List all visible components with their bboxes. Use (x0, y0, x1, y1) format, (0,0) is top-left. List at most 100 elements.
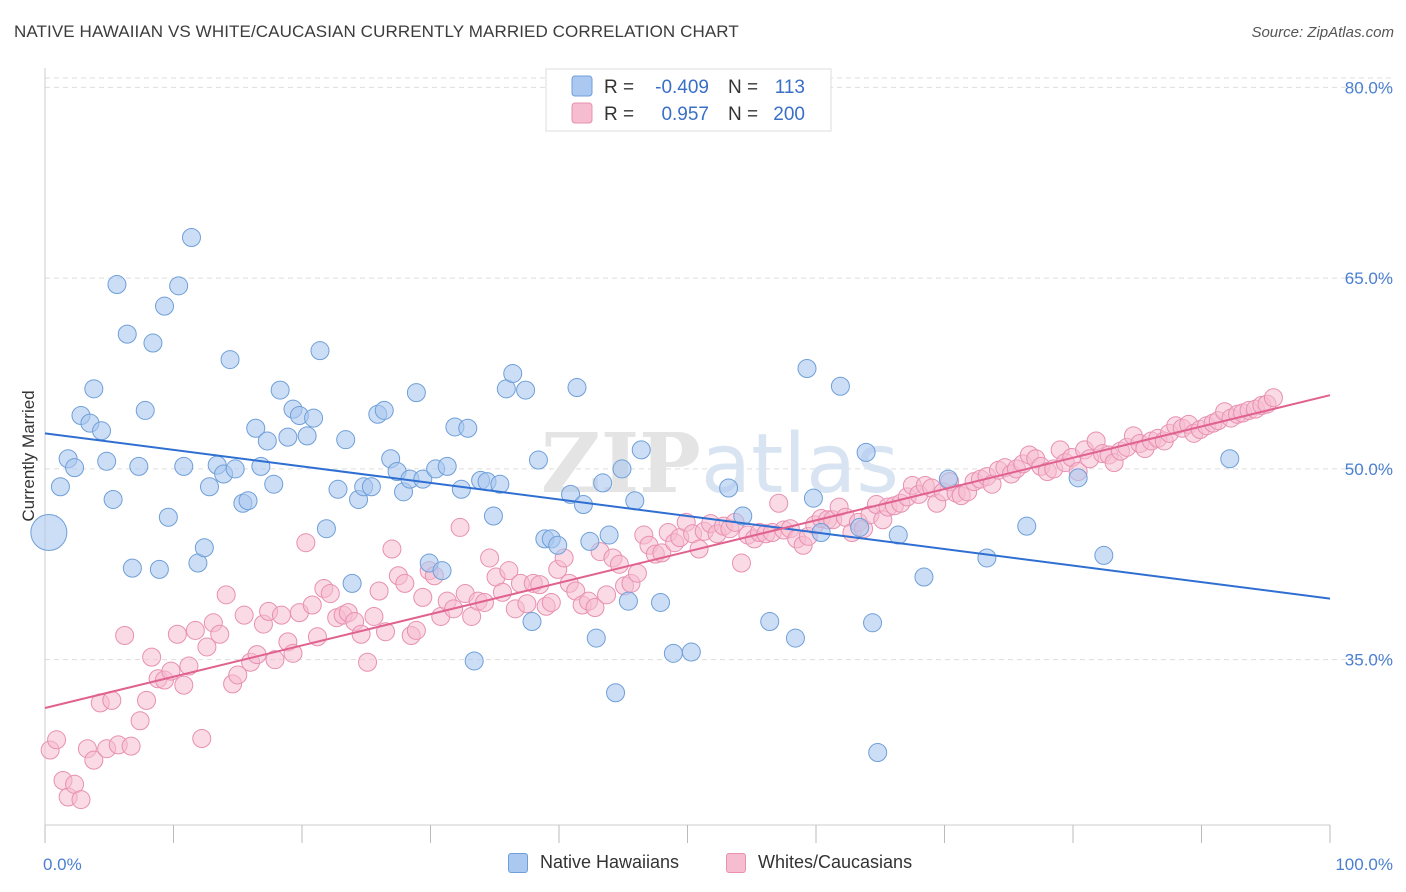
data-point-whites-caucasians (480, 548, 500, 568)
data-point-native-hawaiians (155, 296, 175, 316)
data-point-native-hawaiians (850, 517, 870, 537)
data-point-native-hawaiians (625, 491, 645, 511)
data-point-whites-caucasians (142, 647, 162, 667)
data-point-native-hawaiians (238, 491, 258, 511)
data-point-native-hawaiians (437, 456, 457, 476)
data-point-whites-caucasians (627, 563, 647, 583)
stats-r-value: 0.957 (661, 104, 709, 125)
data-point-native-hawaiians (868, 743, 888, 763)
legend-label-native-hawaiians: Native Hawaiians (540, 852, 680, 872)
data-point-native-hawaiians (122, 558, 142, 578)
stats-swatch (571, 75, 593, 97)
data-point-native-hawaiians (503, 364, 523, 384)
data-point-native-hawaiians (361, 477, 381, 497)
data-point-native-hawaiians (413, 469, 433, 489)
data-point-whites-caucasians (597, 585, 617, 605)
data-point-native-hawaiians (50, 477, 70, 497)
data-point-native-hawaiians (631, 440, 651, 460)
data-point-native-hawaiians (567, 378, 587, 398)
data-point-native-hawaiians (336, 430, 356, 450)
data-point-native-hawaiians (856, 442, 876, 462)
trend-line-native-hawaiians (44, 432, 1331, 600)
axes (44, 68, 1331, 843)
data-point-whites-caucasians (406, 620, 426, 640)
data-point-native-hawaiians (30, 514, 68, 552)
data-point-native-hawaiians (65, 458, 85, 478)
grid-lines (45, 77, 1395, 661)
data-point-native-hawaiians (97, 451, 117, 471)
axis-labels: 35.0% 50.0% 65.0% 80.0% 0.0% 100.0% Currently … (19, 78, 1393, 874)
x-tick-label: 0.0% (43, 855, 82, 874)
data-point-native-hawaiians (225, 459, 245, 479)
data-point-native-hawaiians (143, 333, 163, 353)
data-point-native-hawaiians (803, 488, 823, 508)
stats-r-label: R = (604, 104, 634, 125)
data-point-whites-caucasians (302, 595, 322, 615)
data-point-native-hawaiians (181, 227, 201, 247)
data-point-whites-caucasians (517, 594, 537, 614)
stats-n-value: 200 (773, 104, 805, 125)
data-point-native-hawaiians (977, 548, 997, 568)
trend-line-whites-caucasians (44, 394, 1331, 709)
data-point-whites-caucasians (395, 573, 415, 593)
data-point-native-hawaiians (194, 538, 214, 558)
data-point-native-hawaiians (107, 275, 127, 295)
data-point-whites-caucasians (382, 539, 402, 559)
data-point-native-hawaiians (593, 473, 613, 493)
stats-r-value: -0.409 (655, 77, 709, 98)
data-point-native-hawaiians (797, 358, 817, 378)
data-point-native-hawaiians (264, 474, 284, 494)
data-point-native-hawaiians (316, 519, 336, 539)
watermark: ZIPatlas (541, 416, 899, 512)
data-point-native-hawaiians (516, 380, 536, 400)
data-point-whites-caucasians (216, 585, 236, 605)
data-point-native-hawaiians (406, 383, 426, 403)
data-point-native-hawaiians (663, 643, 683, 663)
data-point-whites-caucasians (369, 581, 389, 601)
data-point-native-hawaiians (580, 531, 600, 551)
legend-swatch-pink (726, 852, 746, 873)
data-point-native-hawaiians (278, 427, 298, 447)
data-point-whites-caucasians (541, 592, 561, 612)
data-point-whites-caucasians (530, 575, 550, 595)
data-point-native-hawaiians (451, 479, 471, 499)
data-point-native-hawaiians (490, 474, 510, 494)
data-point-native-hawaiians (117, 324, 137, 344)
data-point-whites-caucasians (769, 493, 789, 513)
data-point-native-hawaiians (599, 525, 619, 545)
data-point-whites-caucasians (731, 553, 751, 573)
data-point-whites-caucasians (499, 561, 519, 581)
y-axis-label: Currently Married (19, 390, 38, 521)
trend-lines (44, 394, 1331, 709)
stats-r-label: R = (604, 77, 634, 98)
data-point-native-hawaiians (149, 559, 169, 579)
data-point-native-hawaiians (586, 628, 606, 648)
stats-n-value: 113 (775, 77, 805, 98)
series-whites-caucasians (40, 388, 1283, 810)
series-native-hawaiians (30, 227, 1240, 763)
data-point-whites-caucasians (228, 665, 248, 685)
data-point-whites-caucasians (358, 652, 378, 672)
data-point-native-hawaiians (135, 400, 155, 420)
data-point-native-hawaiians (84, 379, 104, 399)
data-point-whites-caucasians (364, 606, 384, 626)
data-point-native-hawaiians (483, 506, 503, 526)
data-point-native-hawaiians (297, 426, 317, 446)
data-point-native-hawaiians (257, 431, 277, 451)
data-point-native-hawaiians (938, 469, 958, 489)
data-point-whites-caucasians (174, 675, 194, 695)
data-point-native-hawaiians (522, 612, 542, 632)
data-point-native-hawaiians (1068, 468, 1088, 488)
watermark-text: ZIPatlas (541, 416, 899, 512)
legend-item-native-hawaiians: Native Hawaiians (508, 852, 679, 873)
data-point-whites-caucasians (130, 711, 150, 731)
legend-label-whites-caucasians: Whites/Caucasians (758, 852, 913, 872)
data-point-whites-caucasians (450, 517, 470, 537)
data-point-native-hawaiians (612, 459, 632, 479)
y-tick-label: 80.0% (1345, 78, 1393, 97)
data-point-whites-caucasians (296, 533, 316, 553)
data-point-native-hawaiians (310, 341, 330, 361)
data-point-whites-caucasians (197, 637, 217, 657)
data-point-native-hawaiians (760, 612, 780, 632)
